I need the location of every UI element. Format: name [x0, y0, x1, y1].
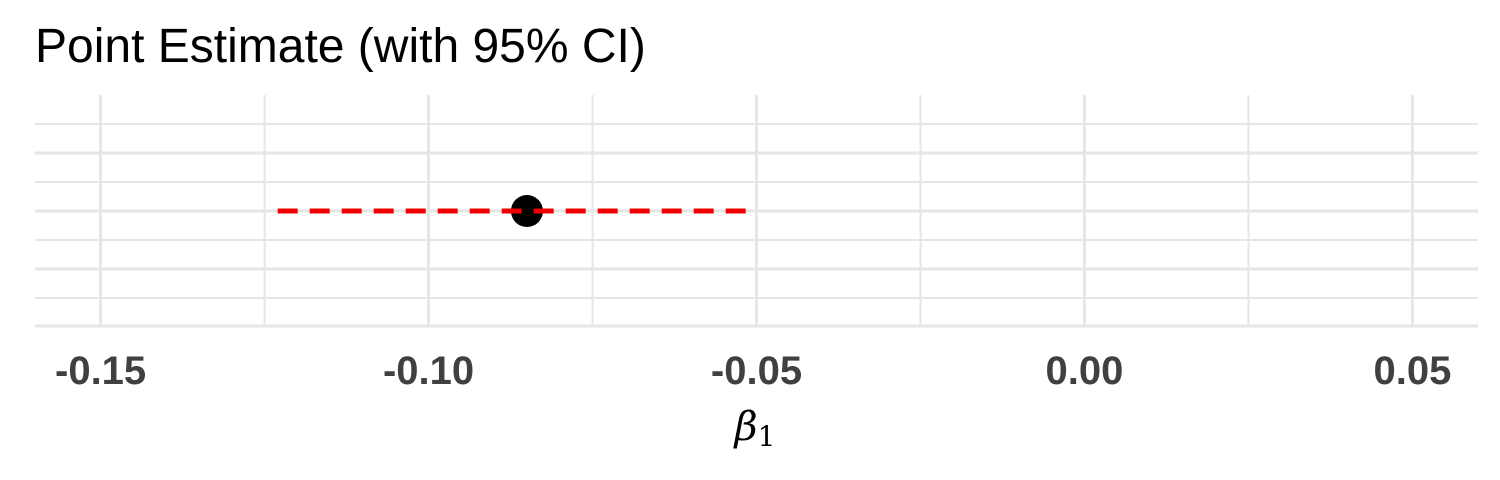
x-tick-label: -0.15	[55, 349, 146, 393]
x-tick-label: -0.10	[383, 349, 474, 393]
point-estimate	[510, 195, 543, 227]
chart-title: Point Estimate (with 95% CI)	[35, 20, 646, 73]
x-tick-labels: -0.15 -0.10 -0.05 0.00 0.05	[55, 349, 1451, 393]
x-axis-label-subscript: 1	[758, 420, 776, 453]
x-axis-label-main: β	[733, 404, 758, 450]
x-axis-label: β1	[733, 404, 776, 453]
x-tick-label: 0.05	[1373, 349, 1451, 393]
grid-major	[35, 95, 1478, 328]
x-tick-label: -0.05	[711, 349, 802, 393]
x-tick-label: 0.00	[1046, 349, 1124, 393]
